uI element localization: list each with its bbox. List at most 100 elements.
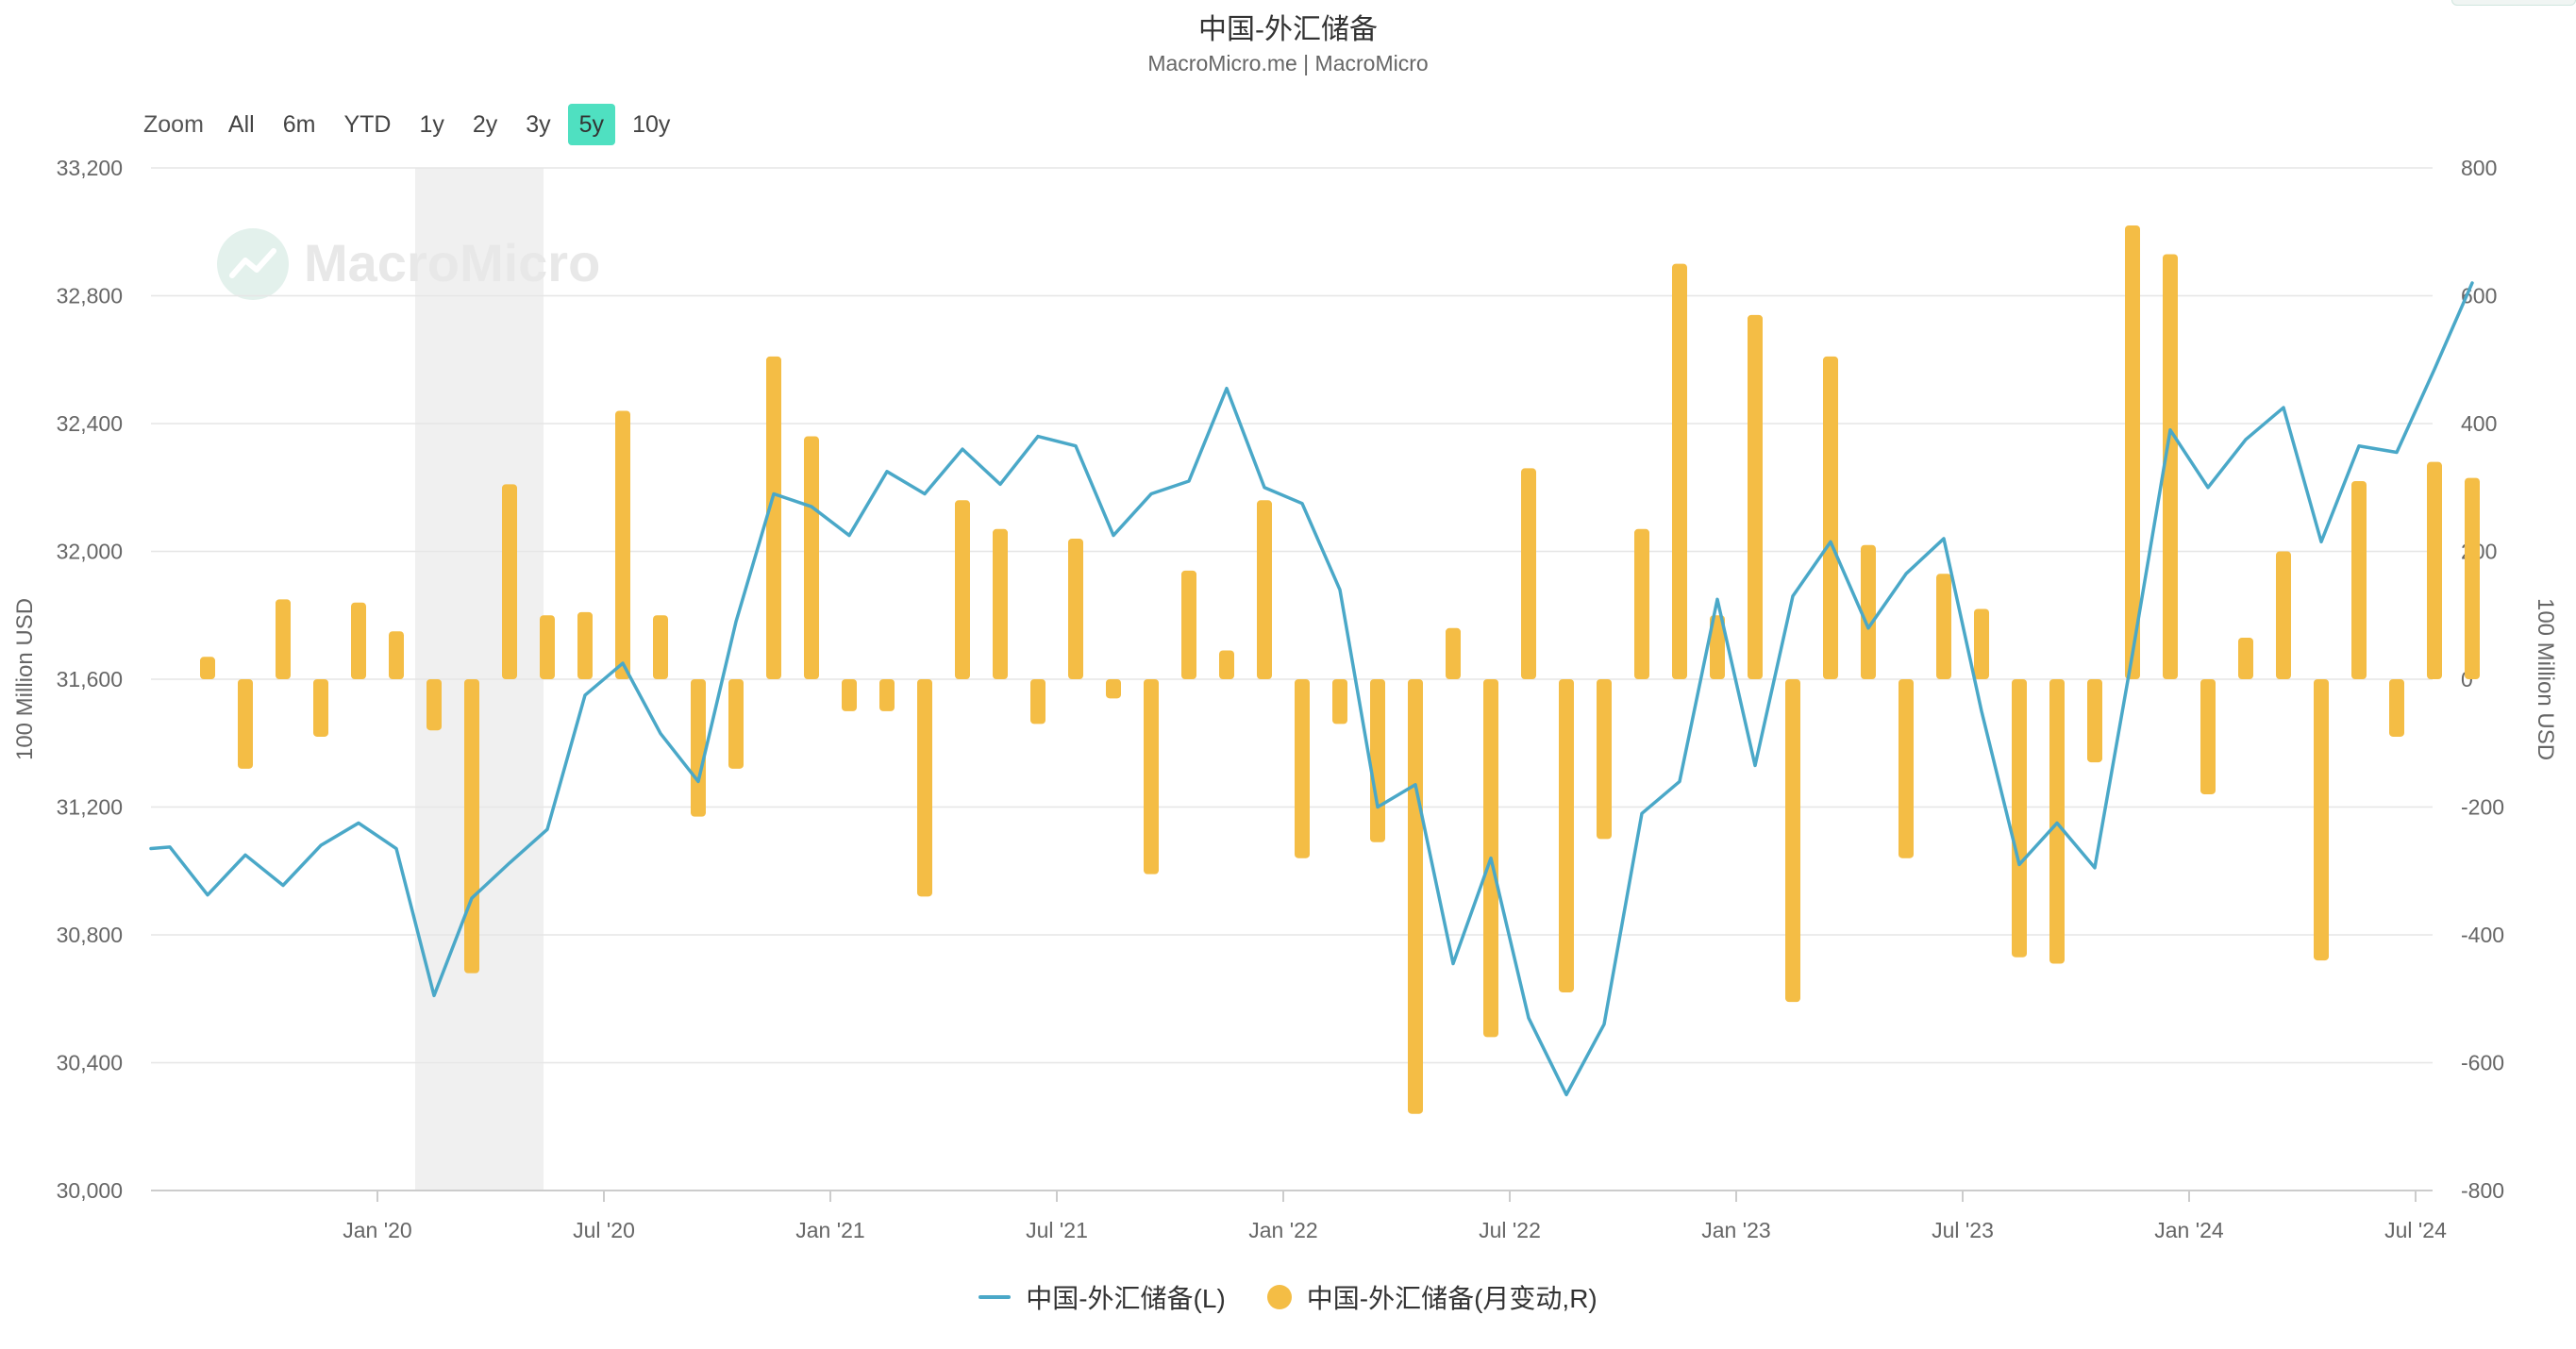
monthly-change-bar[interactable] [540, 615, 555, 679]
left-axis-tick-label: 30,800 [57, 923, 123, 947]
x-axis-tick-label: Jul '20 [573, 1218, 635, 1242]
monthly-change-bar[interactable] [2125, 225, 2140, 679]
monthly-change-bar[interactable] [1446, 627, 1461, 679]
left-axis-tick-label: 32,800 [57, 284, 123, 308]
monthly-change-bar[interactable] [1068, 538, 1083, 679]
right-axis-tick-label: 400 [2461, 411, 2497, 436]
monthly-change-bar[interactable] [464, 679, 479, 974]
monthly-change-bar[interactable] [502, 484, 517, 679]
monthly-change-bar[interactable] [313, 679, 328, 737]
monthly-change-bar[interactable] [2276, 551, 2291, 680]
monthly-change-bar[interactable] [1295, 679, 1310, 858]
monthly-change-bar[interactable] [879, 679, 895, 711]
monthly-change-bar[interactable] [615, 410, 630, 679]
monthly-change-bar[interactable] [1559, 679, 1574, 992]
left-axis-tick-label: 31,600 [57, 667, 123, 691]
monthly-change-bar[interactable] [1030, 679, 1045, 724]
watermark-text: MacroMicro [304, 233, 600, 292]
left-axis-tick-label: 33,200 [57, 156, 123, 180]
monthly-change-bar[interactable] [389, 631, 404, 679]
monthly-change-bar[interactable] [1219, 650, 1234, 679]
x-axis-tick-label: Jan '20 [343, 1218, 411, 1242]
monthly-change-bar[interactable] [276, 599, 291, 679]
monthly-change-bar[interactable] [200, 657, 215, 679]
monthly-change-bar[interactable] [1710, 615, 1725, 679]
range-selector-label: Zoom [143, 110, 204, 138]
chart-legend: 中国-外汇储备(L) 中国-外汇储备(月变动,R) [0, 1274, 2576, 1321]
range-button-2y[interactable]: 2y [461, 104, 509, 145]
monthly-change-bar[interactable] [1257, 500, 1272, 679]
monthly-change-bar[interactable] [1861, 544, 1876, 679]
monthly-change-bar[interactable] [2465, 477, 2480, 679]
monthly-change-bar[interactable] [1106, 679, 1121, 699]
range-button-ytd[interactable]: YTD [332, 104, 402, 145]
monthly-change-bar[interactable] [955, 500, 970, 679]
legend-label: 中国-外汇储备(月变动,R) [1306, 1284, 1597, 1313]
monthly-change-bar[interactable] [1597, 679, 1612, 840]
range-button-all[interactable]: All [217, 104, 266, 145]
x-axis-tick-label: Jan '22 [1248, 1218, 1317, 1242]
monthly-change-bar[interactable] [238, 679, 253, 769]
monthly-change-bar[interactable] [2087, 679, 2102, 763]
legend-item-monthly-change[interactable]: 中国-外汇储备(月变动,R) [1266, 1278, 1597, 1316]
monthly-change-bar[interactable] [766, 356, 781, 679]
range-button-5y[interactable]: 5y [567, 104, 616, 145]
legend-item-reserves[interactable]: 中国-外汇储备(L) [979, 1278, 1226, 1316]
monthly-change-bar[interactable] [1408, 679, 1423, 1114]
legend-label: 中国-外汇储备(L) [1026, 1284, 1226, 1313]
left-axis-tick-label: 32,000 [57, 540, 123, 564]
monthly-change-bar[interactable] [2163, 254, 2178, 679]
x-axis-tick-label: Jan '23 [1701, 1218, 1770, 1242]
monthly-change-bar[interactable] [1823, 356, 1838, 679]
monthly-change-bar[interactable] [2314, 679, 2329, 961]
monthly-change-bar[interactable] [993, 528, 1008, 679]
range-button-1y[interactable]: 1y [408, 104, 455, 145]
chart-subtitle: MacroMicro.me | MacroMicro [1147, 51, 1429, 75]
monthly-change-bar[interactable] [2012, 679, 2027, 958]
range-button-6m[interactable]: 6m [272, 104, 327, 145]
monthly-change-bar[interactable] [804, 436, 819, 679]
monthly-change-bar[interactable] [1899, 679, 1914, 858]
monthly-change-bar[interactable] [351, 602, 366, 679]
range-button-10y[interactable]: 10y [621, 104, 681, 145]
monthly-change-bar[interactable] [842, 679, 857, 711]
x-axis-tick-label: Jan '21 [795, 1218, 864, 1242]
right-axis-title: 100 Million USD [2533, 598, 2558, 760]
reserves-line[interactable] [149, 281, 2474, 1097]
monthly-change-bar[interactable] [2389, 679, 2404, 737]
left-axis-tick-label: 31,200 [57, 795, 123, 820]
right-axis-tick-label: -600 [2461, 1051, 2504, 1075]
legend-dot-icon [1266, 1285, 1292, 1309]
monthly-change-bar[interactable] [1748, 314, 1763, 679]
monthly-change-bar[interactable] [691, 679, 706, 817]
right-axis-tick-label: -200 [2461, 795, 2504, 820]
monthly-change-bar[interactable] [1634, 528, 1649, 679]
monthly-change-bar[interactable] [1144, 679, 1159, 874]
monthly-change-bar[interactable] [653, 615, 668, 679]
monthly-change-bar[interactable] [1974, 608, 1989, 679]
chart-title: 中国-外汇储备 [1198, 14, 1378, 45]
monthly-change-bar[interactable] [917, 679, 932, 897]
monthly-change-bar[interactable] [1521, 468, 1536, 679]
x-axis-tick-label: Jul '23 [1932, 1218, 1994, 1242]
monthly-change-bar[interactable] [577, 611, 593, 679]
monthly-change-bar[interactable] [2200, 679, 2216, 794]
range-button-3y[interactable]: 3y [514, 104, 561, 145]
monthly-change-bar[interactable] [1785, 679, 1800, 1003]
left-axis-title: 100 Million USD [12, 598, 38, 760]
monthly-change-bar[interactable] [427, 679, 442, 731]
monthly-change-bar[interactable] [2351, 480, 2367, 679]
monthly-change-bar[interactable] [2238, 637, 2253, 679]
monthly-change-bar[interactable] [1332, 679, 1347, 724]
monthly-change-bar[interactable] [1936, 574, 1951, 679]
monthly-change-bar[interactable] [1672, 263, 1687, 679]
monthly-change-bar[interactable] [1181, 570, 1196, 679]
x-axis-tick-label: Jan '24 [2154, 1218, 2224, 1242]
watermark-chart-icon [229, 248, 276, 278]
monthly-change-bar[interactable] [2427, 461, 2442, 679]
monthly-change-bar[interactable] [1370, 679, 1385, 842]
right-axis-tick-label: -400 [2461, 923, 2504, 947]
left-axis-tick-label: 30,000 [57, 1178, 123, 1203]
monthly-change-bar[interactable] [728, 679, 744, 769]
x-axis-tick-label: Jul '22 [1479, 1218, 1541, 1242]
